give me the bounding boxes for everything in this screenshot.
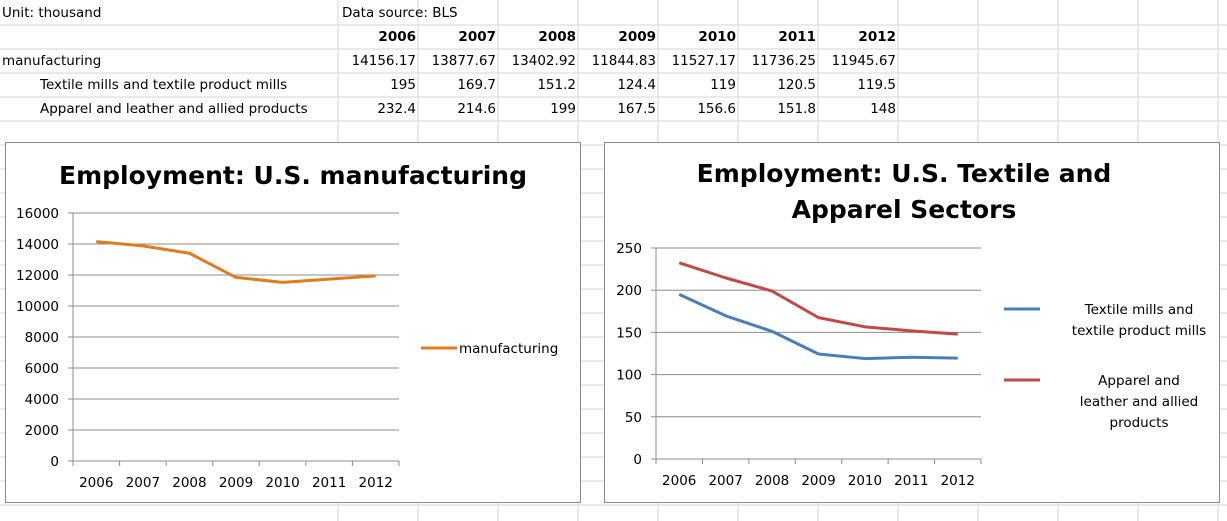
row-label[interactable]: manufacturing <box>2 53 102 69</box>
x-tick-label: 2006 <box>662 473 696 489</box>
year-header[interactable]: 2008 <box>538 29 576 45</box>
x-tick-label: 2010 <box>848 473 882 489</box>
y-tick-label: 16000 <box>16 206 59 222</box>
y-tick-label: 100 <box>616 368 642 384</box>
data-cell[interactable]: 151.2 <box>537 77 576 93</box>
year-header[interactable]: 2010 <box>698 29 736 45</box>
data-cell[interactable]: 11945.67 <box>831 53 896 69</box>
manufacturing-chart[interactable]: Employment: U.S. manufacturing 0 2000 4000 6… <box>5 142 581 503</box>
legend-label: Textile mills and <box>1084 302 1194 318</box>
x-tick-label: 2006 <box>79 475 113 491</box>
y-tick-label: 12000 <box>16 268 59 284</box>
data-cell[interactable]: 13877.67 <box>431 53 496 69</box>
y-tick-label: 14000 <box>16 237 59 253</box>
chart-title: Employment: U.S. Textile and <box>697 159 1112 188</box>
x-tick-label: 2008 <box>755 473 789 489</box>
y-tick-label: 200 <box>616 283 642 299</box>
data-cell[interactable]: 119.5 <box>857 77 896 93</box>
y-tick-label: 0 <box>633 452 642 468</box>
y-tick-label: 10000 <box>16 299 59 315</box>
data-cell[interactable]: 124.4 <box>617 77 656 93</box>
data-cell[interactable]: 151.8 <box>777 101 816 117</box>
data-cell[interactable]: 167.5 <box>617 101 656 117</box>
chart-title: Apparel Sectors <box>792 195 1017 224</box>
x-tick-label: 2007 <box>126 475 160 491</box>
x-tick-label: 2012 <box>941 473 975 489</box>
series-line[interactable] <box>678 261 958 336</box>
data-cell[interactable]: 120.5 <box>777 77 816 93</box>
data-cell[interactable]: 169.7 <box>457 77 496 93</box>
data-cell[interactable]: 13402.92 <box>511 53 576 69</box>
unit-note[interactable]: Unit: thousand <box>2 5 102 21</box>
data-cell[interactable]: 148 <box>870 101 896 117</box>
year-header[interactable]: 2012 <box>858 29 896 45</box>
y-tick-label: 0 <box>50 454 59 470</box>
textile-apparel-chart[interactable]: Employment: U.S. Textile and Apparel Sect… <box>604 142 1220 503</box>
legend-label: manufacturing <box>459 341 558 357</box>
legend-label: textile product mills <box>1072 323 1206 339</box>
data-cell[interactable]: 14156.17 <box>351 53 416 69</box>
series-line[interactable] <box>678 293 958 361</box>
y-tick-label: 150 <box>616 325 642 341</box>
year-header[interactable]: 2006 <box>378 29 416 45</box>
data-cell[interactable]: 11527.17 <box>671 53 736 69</box>
y-tick-label: 50 <box>625 410 642 426</box>
x-tick-label: 2009 <box>801 473 835 489</box>
x-tick-label: 2012 <box>359 475 393 491</box>
source-note[interactable]: Data source: BLS <box>342 5 458 21</box>
x-tick-label: 2007 <box>708 473 742 489</box>
legend-label: products <box>1110 415 1169 431</box>
data-cell[interactable]: 119 <box>710 77 736 93</box>
x-tick-label: 2008 <box>172 475 206 491</box>
x-tick-label: 2011 <box>312 475 346 491</box>
legend-label: Apparel and <box>1098 373 1180 389</box>
data-cell[interactable]: 232.4 <box>377 101 416 117</box>
y-tick-label: 6000 <box>25 361 59 377</box>
data-cell[interactable]: 195 <box>390 77 416 93</box>
y-tick-label: 250 <box>616 241 642 257</box>
data-cell[interactable]: 11844.83 <box>591 53 656 69</box>
x-tick-label: 2011 <box>894 473 928 489</box>
chart-title: Employment: U.S. manufacturing <box>59 161 527 190</box>
year-header[interactable]: 2007 <box>458 29 496 45</box>
x-tick-label: 2009 <box>219 475 253 491</box>
data-cell[interactable]: 199 <box>550 101 576 117</box>
data-cell[interactable]: 156.6 <box>697 101 736 117</box>
data-cell[interactable]: 214.6 <box>457 101 496 117</box>
row-label[interactable]: Apparel and leather and allied products <box>40 101 308 117</box>
y-tick-label: 2000 <box>25 423 59 439</box>
year-header[interactable]: 2009 <box>618 29 656 45</box>
data-cell[interactable]: 11736.25 <box>751 53 816 69</box>
year-header[interactable]: 2011 <box>778 29 816 45</box>
y-tick-label: 8000 <box>25 330 59 346</box>
x-tick-label: 2010 <box>265 475 299 491</box>
series-line[interactable] <box>96 240 376 284</box>
legend-label: leather and allied <box>1080 394 1198 410</box>
row-label[interactable]: Textile mills and textile product mills <box>40 77 288 93</box>
y-tick-label: 4000 <box>25 392 59 408</box>
